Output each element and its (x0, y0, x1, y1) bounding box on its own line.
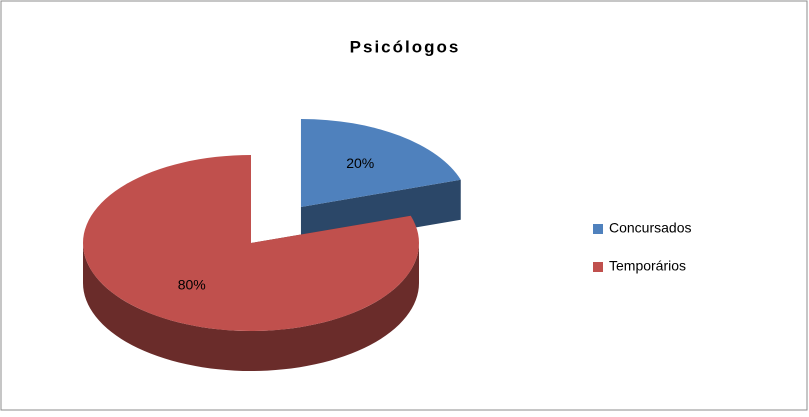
slice-wall (83, 243, 419, 371)
data-label: 80% (178, 276, 206, 292)
pie-slice (82, 155, 420, 332)
legend-swatch (593, 224, 603, 234)
legend-label: Concursados (609, 220, 692, 236)
pie-slice (300, 118, 461, 207)
data-label: 20% (346, 155, 374, 171)
legend-label: Temporários (609, 258, 686, 274)
chart-title: Psicólogos (350, 37, 461, 56)
legend-swatch (593, 262, 603, 272)
